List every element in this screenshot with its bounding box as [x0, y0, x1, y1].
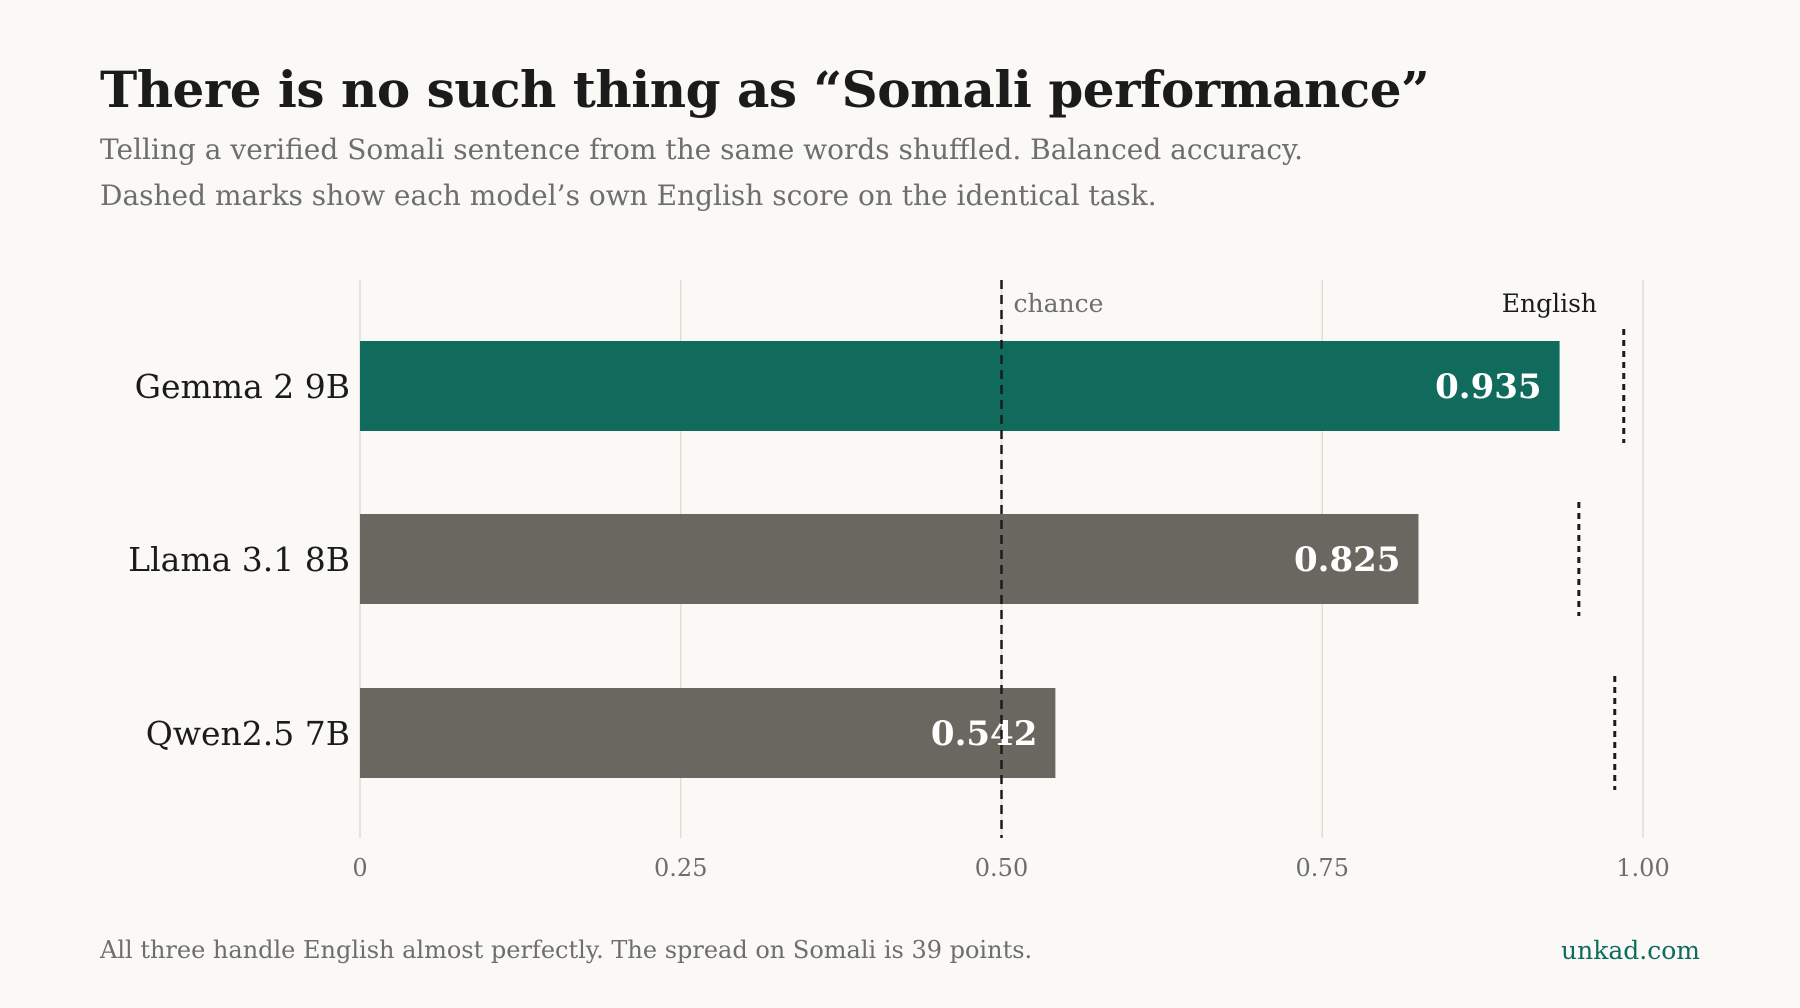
chart-subtitle: Telling a verified Somali sentence from …: [100, 127, 1700, 219]
brand-link[interactable]: unkad.com: [1561, 936, 1700, 965]
bar-value-label: 0.542: [931, 714, 1037, 754]
english-label: English: [1502, 289, 1597, 318]
chance-label: chance: [1014, 289, 1104, 318]
category-label: Gemma 2 9B: [135, 367, 350, 406]
category-label: Llama 3.1 8B: [128, 540, 350, 579]
x-tick-label: 0.25: [654, 854, 707, 882]
x-tick-label: 1.00: [1616, 854, 1669, 882]
footer-note: All three handle English almost perfectl…: [100, 936, 1033, 964]
x-tick-label: 0.50: [975, 854, 1028, 882]
bar: [360, 341, 1560, 431]
subtitle-line-2: Dashed marks show each model’s own Engli…: [100, 179, 1157, 212]
category-label: Qwen2.5 7B: [146, 714, 350, 753]
bar-value-label: 0.825: [1294, 540, 1400, 580]
bar: [360, 514, 1419, 604]
subtitle-line-1: Telling a verified Somali sentence from …: [100, 133, 1304, 166]
bar-value-label: 0.935: [1435, 367, 1541, 407]
chart-title: There is no such thing as “Somali perfor…: [100, 60, 1430, 119]
x-tick-label: 0: [352, 854, 367, 882]
bar: [360, 688, 1056, 778]
x-tick-label: 0.75: [1296, 854, 1349, 882]
